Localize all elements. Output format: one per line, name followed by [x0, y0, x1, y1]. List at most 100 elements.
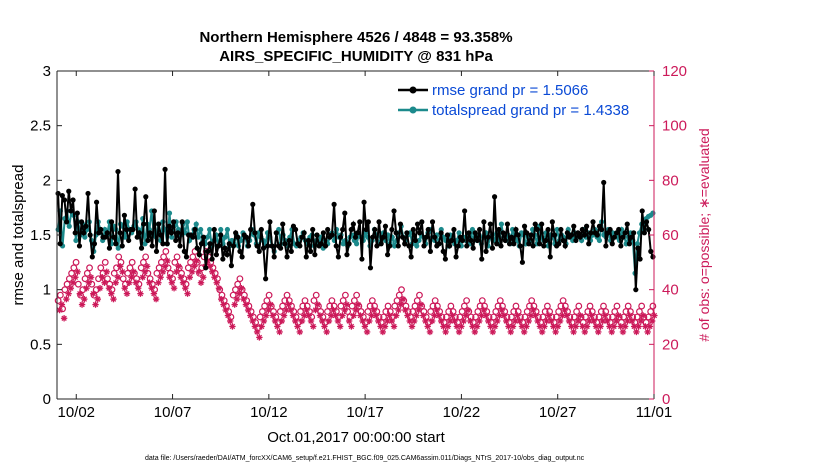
obs-evaluated-marker: [554, 323, 562, 330]
obs-possible-marker: [276, 308, 284, 315]
obs-possible-marker: [490, 313, 497, 321]
rmse-point: [138, 245, 145, 251]
obs-evaluated-marker: [231, 301, 238, 308]
obs-evaluated-marker: [117, 263, 124, 270]
obs-evaluated-marker: [56, 306, 63, 314]
rmse-point: [631, 230, 637, 236]
obs-possible-marker: [622, 308, 630, 315]
obs-evaluated-marker: [242, 301, 250, 308]
obs-evaluated-marker: [628, 317, 636, 325]
totalspread-point: [193, 221, 199, 227]
obs-evaluated-marker: [195, 268, 202, 275]
obs-evaluated-marker: [78, 301, 86, 308]
y-right-tick-label: 100: [662, 118, 687, 135]
obs-evaluated-marker: [60, 315, 68, 322]
obs-possible-marker: [391, 302, 399, 310]
rmse-point: [74, 210, 80, 216]
rmse-point: [440, 248, 446, 254]
obs-evaluated-marker: [485, 317, 492, 325]
legend-rmse-marker: [409, 86, 417, 94]
obs-evaluated-marker: [229, 323, 236, 330]
rmse-point: [143, 194, 149, 200]
totalspread-point: [354, 241, 360, 247]
obs-evaluated-marker: [541, 323, 548, 330]
totalspread-point: [634, 241, 640, 247]
obs-evaluated-marker: [58, 301, 66, 308]
data-file-footer: data file: /Users/raeder/DAI/ATM_forcXX/…: [145, 455, 585, 462]
rmse-point: [93, 199, 100, 205]
rmse-point: [119, 243, 125, 249]
obs-evaluated-marker: [556, 317, 564, 325]
obs-evaluated-marker: [316, 312, 324, 319]
obs-evaluated-marker: [381, 323, 389, 330]
obs-possible-marker: [342, 291, 349, 299]
rmse-point: [68, 208, 74, 214]
obs-evaluated-marker: [274, 323, 281, 330]
obs-possible-marker: [644, 313, 652, 321]
obs-evaluated-marker: [491, 323, 499, 330]
rmse-point: [350, 221, 356, 227]
obs-evaluated-marker: [305, 312, 312, 319]
rmse-point: [173, 237, 179, 244]
rmse-point: [543, 237, 549, 244]
obs-evaluated-marker: [422, 317, 429, 325]
rmse-point: [633, 287, 639, 293]
rmse-point: [397, 221, 404, 227]
rmse-point: [322, 243, 329, 249]
obs-evaluated-marker: [235, 290, 243, 297]
obs-evaluated-marker: [74, 268, 81, 275]
obs-evaluated-marker: [393, 312, 400, 319]
rmse-point: [198, 241, 205, 247]
obs-evaluated-marker: [352, 306, 360, 314]
y-axis-right-label: # of obs: o=possible; ∗=evaluated: [696, 128, 712, 341]
rmse-point: [423, 234, 429, 240]
rmse-point: [126, 237, 132, 244]
obs-possible-marker: [328, 297, 336, 305]
y-tick-label: 1: [43, 282, 51, 299]
obs-evaluated-marker: [130, 268, 137, 275]
rmse-point: [320, 230, 327, 236]
rmse-point: [171, 219, 177, 225]
obs-possible-marker: [478, 297, 486, 305]
obs-evaluated-marker: [523, 323, 530, 330]
obs-evaluated-marker: [182, 285, 189, 292]
rmse-point: [588, 230, 594, 236]
rmse-point: [481, 219, 487, 225]
rmse-point: [517, 243, 523, 249]
y-tick-label: 2: [43, 172, 51, 189]
x-axis-label: Oct.01,2017 00:00:00 start: [267, 429, 445, 446]
obs-possible-marker: [586, 302, 594, 310]
obs-evaluated-marker: [105, 285, 113, 292]
y-right-tick-label: 80: [662, 172, 679, 189]
obs-evaluated-marker: [601, 312, 609, 319]
rmse-point: [248, 226, 254, 233]
obs-evaluated-marker: [269, 312, 277, 319]
obs-evaluated-marker: [267, 301, 274, 308]
obs-evaluated-marker: [119, 268, 126, 275]
obs-possible-marker: [474, 308, 482, 315]
obs-evaluated-marker: [67, 285, 75, 292]
obs-possible-marker: [393, 297, 401, 305]
rmse-point: [547, 254, 553, 260]
rmse-point: [292, 226, 299, 233]
y-tick-label: 1.5: [30, 227, 51, 244]
rmse-point: [598, 226, 605, 233]
chart-title: Northern Hemisphere 4526 / 4848 = 93.358…: [199, 29, 512, 46]
rmse-point: [494, 241, 500, 247]
rmse-point: [209, 256, 215, 262]
rmse-point: [594, 232, 600, 238]
obs-evaluated-marker: [303, 306, 310, 314]
rmse-point: [104, 230, 110, 236]
obs-evaluated-marker: [377, 323, 384, 330]
rmse-point: [59, 193, 65, 199]
obs-possible-marker: [521, 313, 529, 321]
obs-possible-marker: [600, 302, 607, 310]
obs-possible-marker: [611, 308, 619, 315]
rmse-point: [284, 254, 290, 260]
rmse-point: [382, 223, 389, 229]
rmse-point: [361, 199, 367, 205]
obs-evaluated-marker: [132, 279, 140, 286]
rmse-point: [470, 245, 476, 251]
y-tick-label: 0: [43, 391, 51, 408]
rmse-point: [560, 237, 566, 244]
